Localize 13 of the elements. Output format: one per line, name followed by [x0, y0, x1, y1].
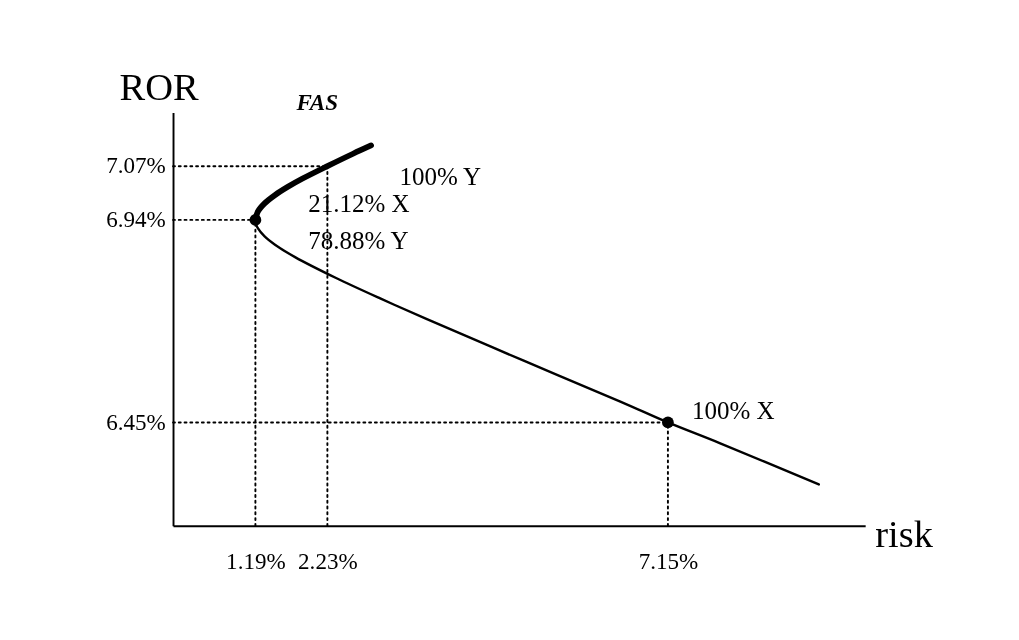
- annotation: 78.88% Y: [308, 226, 409, 254]
- y-tick-label: 7.07%: [106, 152, 166, 179]
- y-tick-label: 6.45%: [106, 408, 166, 435]
- x-tick-label: 1.19%: [226, 547, 286, 574]
- annotation: 21.12% X: [308, 190, 410, 218]
- annotation: 100% X: [691, 396, 775, 424]
- y-tick-label: 6.94%: [106, 206, 166, 233]
- annotation: 100% Y: [399, 163, 482, 191]
- annotation: FAS: [295, 88, 338, 115]
- y-axis-title: ROR: [119, 66, 199, 109]
- x-tick-label: 7.15%: [638, 547, 699, 574]
- x-tick-label: 2.23%: [298, 547, 358, 574]
- x-axis-title: risk: [875, 513, 934, 556]
